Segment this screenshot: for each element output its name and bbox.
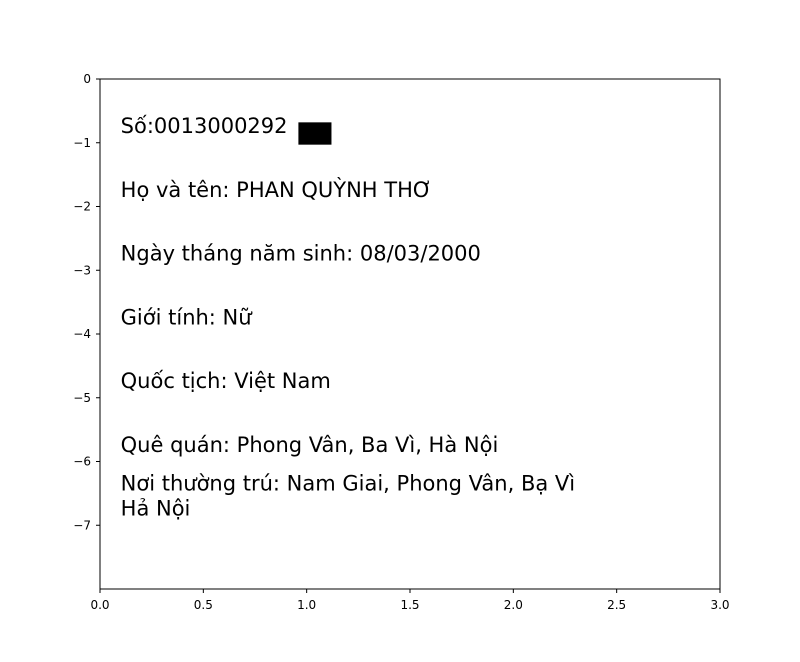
annotation-text: Hả Nội bbox=[121, 497, 191, 521]
y-tick-label: −2 bbox=[73, 200, 91, 214]
annotation-text: Quê quán: Phong Vân, Ba Vì, Hà Nội bbox=[121, 433, 499, 457]
x-tick-label: 1.0 bbox=[297, 598, 316, 612]
y-tick-label: −6 bbox=[73, 455, 91, 469]
x-tick-label: 0.5 bbox=[194, 598, 213, 612]
x-tick-label: 2.5 bbox=[607, 598, 626, 612]
annotation-text: Quốc tịch: Việt Nam bbox=[121, 369, 331, 393]
x-tick-label: 3.0 bbox=[710, 598, 729, 612]
annotation-text: Số:0013000292 bbox=[121, 114, 288, 138]
y-tick-label: −4 bbox=[73, 327, 91, 341]
redaction-block bbox=[298, 122, 332, 145]
x-tick-label: 2.0 bbox=[504, 598, 523, 612]
y-tick-label: −7 bbox=[73, 518, 91, 532]
y-tick-label: −5 bbox=[73, 391, 91, 405]
annotation-text: Giới tính: Nữ bbox=[121, 305, 254, 329]
annotation-text: Ngày tháng năm sinh: 08/03/2000 bbox=[121, 242, 481, 266]
x-tick-label: 0.0 bbox=[90, 598, 109, 612]
x-tick-label: 1.5 bbox=[400, 598, 419, 612]
annotation-text: Họ và tên: PHAN QUỲNH THƠ bbox=[121, 177, 432, 202]
plot-area: 0.0 0.5 1.0 1.5 2.0 2.5 3.0 0 −1 −2 −3 −4 −5 −6 −7 Số:0… bbox=[73, 72, 729, 612]
axes-frame bbox=[99, 78, 721, 590]
y-tick-label: 0 bbox=[83, 72, 91, 86]
y-tick-label: −1 bbox=[73, 136, 91, 150]
annotation-text: Nơi thường trú: Nam Giai, Phong Vân, Bạ … bbox=[121, 472, 575, 496]
y-tick-label: −3 bbox=[73, 263, 91, 277]
